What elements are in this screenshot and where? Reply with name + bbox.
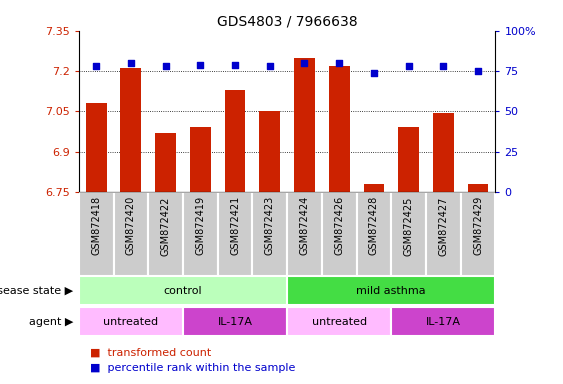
Text: GSM872427: GSM872427	[439, 196, 448, 256]
Bar	[433, 113, 454, 192]
Text: GSM872420: GSM872420	[126, 196, 136, 255]
Point	[92, 63, 101, 69]
Text: untreated: untreated	[312, 316, 367, 327]
Bar	[225, 90, 245, 192]
Bar	[391, 307, 495, 336]
Bar	[79, 276, 287, 305]
Point	[265, 63, 274, 69]
Point	[161, 63, 170, 69]
Point	[439, 63, 448, 69]
Bar	[155, 133, 176, 192]
Point	[334, 60, 343, 66]
Bar	[329, 66, 350, 192]
Bar	[79, 192, 114, 276]
Point	[404, 63, 413, 69]
Bar	[287, 276, 495, 305]
Bar	[183, 192, 218, 276]
Text: GSM872428: GSM872428	[369, 196, 379, 255]
Bar	[468, 184, 489, 192]
Text: IL-17A: IL-17A	[217, 316, 253, 327]
Bar	[287, 192, 322, 276]
Text: GSM872424: GSM872424	[300, 196, 310, 255]
Bar	[218, 192, 252, 276]
Bar	[461, 192, 495, 276]
Bar	[426, 192, 461, 276]
Bar	[120, 68, 141, 192]
Text: GSM872422: GSM872422	[160, 196, 171, 256]
Bar	[114, 192, 148, 276]
Text: ■  percentile rank within the sample: ■ percentile rank within the sample	[90, 362, 296, 372]
Text: GSM872423: GSM872423	[265, 196, 275, 255]
Bar	[391, 192, 426, 276]
Title: GDS4803 / 7966638: GDS4803 / 7966638	[217, 14, 358, 28]
Text: mild asthma: mild asthma	[356, 286, 426, 296]
Text: untreated: untreated	[104, 316, 158, 327]
Point	[196, 61, 205, 68]
Text: IL-17A: IL-17A	[426, 316, 461, 327]
Bar	[183, 307, 287, 336]
Text: GSM872425: GSM872425	[404, 196, 414, 256]
Bar	[260, 111, 280, 192]
Text: GSM872419: GSM872419	[195, 196, 205, 255]
Bar	[252, 192, 287, 276]
Bar	[356, 192, 391, 276]
Bar	[287, 307, 391, 336]
Bar	[86, 103, 106, 192]
Text: GSM872421: GSM872421	[230, 196, 240, 255]
Bar	[322, 192, 356, 276]
Text: agent ▶: agent ▶	[29, 316, 73, 327]
Text: GSM872418: GSM872418	[91, 196, 101, 255]
Point	[300, 60, 309, 66]
Text: ■  transformed count: ■ transformed count	[90, 347, 211, 357]
Text: disease state ▶: disease state ▶	[0, 286, 73, 296]
Point	[126, 60, 136, 66]
Point	[473, 68, 482, 74]
Bar	[190, 127, 211, 192]
Text: GSM872429: GSM872429	[473, 196, 483, 255]
Text: control: control	[164, 286, 202, 296]
Text: GSM872426: GSM872426	[334, 196, 344, 255]
Bar	[294, 58, 315, 192]
Bar	[364, 184, 385, 192]
Bar	[398, 127, 419, 192]
Bar	[148, 192, 183, 276]
Bar	[79, 307, 183, 336]
Point	[369, 70, 378, 76]
Point	[231, 61, 240, 68]
